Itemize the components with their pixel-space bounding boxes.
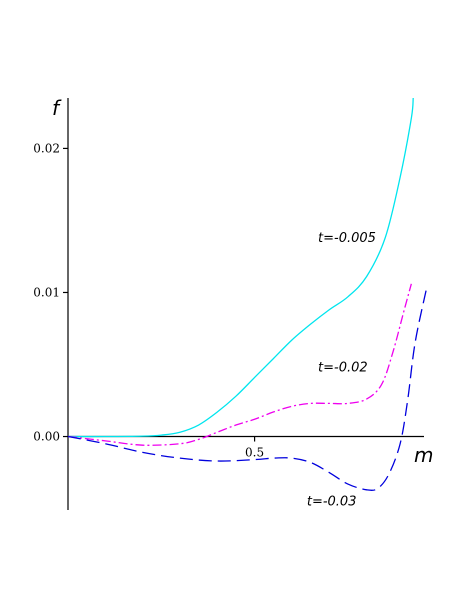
y-axis-title: f [52,96,62,120]
y-tick-label: 0.01 [33,285,60,299]
series-label-t-0-02: t=-0.02 [318,361,368,376]
series-label-t-0-005: t=-0.005 [318,231,376,246]
series-line-t-0-02 [67,283,412,446]
x-tick-label: 0.5 [245,446,264,460]
series-group [67,97,427,492]
series-line-t-0-005 [67,97,414,438]
y-tick-label: 0.00 [33,430,60,444]
x-axis-title: m [414,443,433,467]
series-line-t-0-03 [67,289,427,492]
labels-group: t=-0.005 t=-0.02 t=-0.03 [307,231,376,510]
axes: 0.00 0.01 0.02 0.5 f m [33,96,433,510]
y-tick-label: 0.02 [33,141,60,155]
series-label-t-0-03: t=-0.03 [307,495,357,510]
